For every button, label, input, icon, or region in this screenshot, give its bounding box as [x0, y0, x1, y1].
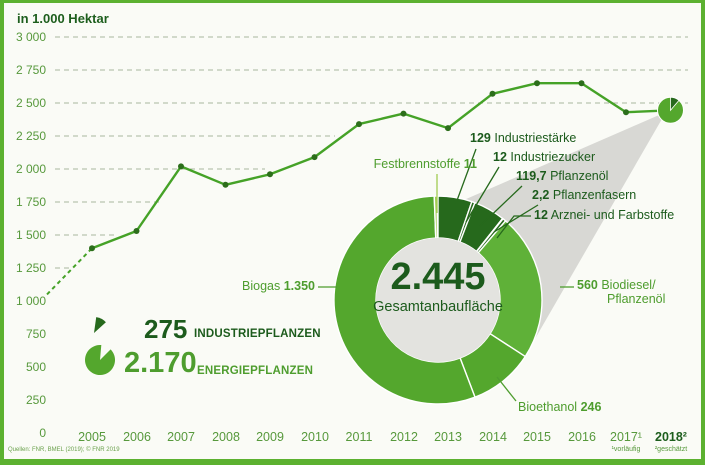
pflanzenoel-value: 119,7: [516, 169, 547, 183]
data-point-2009: [267, 171, 273, 178]
energiepflanzen-value: 2.170: [124, 347, 197, 379]
y-tick-0: 0: [39, 426, 46, 440]
industriepflanzen-wedge-icon: [94, 317, 106, 333]
y-axis-unit-label: in 1.000 Hektar: [17, 11, 109, 26]
line-series: [91, 81, 671, 250]
industriestaerke-value: 129: [470, 131, 491, 145]
donut-center-circle: [376, 238, 500, 362]
label-pflanzenoel: 119,7 Pflanzenöl: [516, 169, 608, 183]
label-industriezucker: 12 Industriezucker: [493, 150, 595, 164]
x-label-2008: 2008: [212, 430, 240, 444]
leader-line: [451, 148, 477, 215]
x-label-2012: 2012: [390, 430, 418, 444]
x-label-2010: 2010: [301, 430, 329, 444]
leader-line: [496, 376, 517, 402]
y-tick-1750: 1 750: [15, 195, 46, 209]
bioethanol-value: 246: [580, 400, 602, 414]
data-point-2007: [178, 163, 184, 170]
data-point-2012: [400, 110, 407, 117]
industriestaerke-name: Industriestärke: [494, 131, 577, 145]
y-tick-2500: 2 500: [15, 96, 46, 110]
data-point-2006: [133, 228, 140, 234]
leader-line: [465, 166, 500, 223]
y-tick-250: 250: [25, 393, 46, 407]
y-tick-2000: 2 000: [15, 162, 46, 176]
y-tick-1250: 1 250: [15, 261, 46, 275]
biogas-value: 1.350: [283, 279, 315, 293]
data-point-2010: [311, 154, 318, 161]
biodiesel-name-line1: Biodiesel/: [601, 278, 656, 292]
x-label-2013: 2013: [434, 430, 462, 444]
label-biodiesel: 560 Biodiesel/ Pflanzenöl: [577, 278, 665, 307]
biodiesel-value: 560: [577, 278, 598, 292]
pflanzenoel-name: Pflanzenöl: [550, 169, 609, 183]
bioethanol-name: Bioethanol: [518, 400, 578, 414]
industriepflanzen-value: 275: [144, 314, 188, 344]
data-point-2014: [489, 90, 496, 97]
source-note: Quellen: FNR, BMEL (2019); © FNR 2019: [8, 447, 120, 453]
y-tick-2750: 2 750: [15, 63, 46, 77]
x-label-2011: 2011: [345, 430, 373, 444]
leader-line: [493, 204, 539, 233]
donut-total-label: Gesamtanbaufläche: [373, 299, 503, 315]
y-tick-500: 500: [25, 360, 46, 374]
data-point-2005: [89, 245, 95, 252]
energiepflanzen-pie-icon: [85, 345, 116, 376]
donut-total-value: 2.445: [390, 256, 486, 298]
energiepflanzen-label: ENERGIEPFLANZEN: [197, 365, 314, 377]
label-arznei-farbstoffe: 12 Arznei- und Farbstoffe: [534, 208, 674, 222]
festbrennstoffe-name: Festbrennstoffe: [373, 157, 461, 171]
industriepflanzen-label: INDUSTRIEPFLANZEN: [194, 328, 321, 340]
biodiesel-name-line2: Pflanzenöl: [607, 292, 666, 307]
x-label-2014: 2014: [479, 430, 507, 444]
label-biogas: Biogas 1.350: [230, 279, 315, 293]
x-label-2005: 2005: [78, 430, 106, 444]
data-point-2015: [534, 80, 540, 87]
y-tick-3000: 3 000: [15, 30, 46, 44]
label-festbrennstoffe: Festbrennstoffe 11: [355, 157, 477, 171]
x-label-2018: 2018²: [655, 430, 687, 444]
leader-line: [496, 215, 531, 239]
y-tick-750: 750: [25, 327, 46, 341]
x-label-2015: 2015: [523, 430, 551, 444]
footnote-2018: ²geschätzt: [654, 446, 688, 453]
arznei-name: Arznei- und Farbstoffe: [550, 208, 675, 222]
data-point-2008: [222, 181, 229, 188]
data-point-2011: [356, 121, 362, 128]
data-point-2017: [623, 109, 629, 116]
arznei-value: 12: [534, 208, 548, 222]
pflanzenfasern-name: Pflanzenfasern: [552, 188, 637, 202]
label-industriestaerke: 129 Industriestärke: [470, 131, 576, 145]
x-label-2016: 2016: [568, 430, 596, 444]
y-tick-2250: 2 250: [15, 129, 46, 143]
label-pflanzenfasern: 2,2 Pflanzenfasern: [532, 188, 636, 202]
industriezucker-value: 12: [493, 150, 507, 164]
footnote-2017: ¹vorläufig: [611, 446, 641, 453]
line-lead-in: [46, 247, 93, 296]
festbrennstoffe-value: 11: [463, 157, 477, 171]
x-label-2007: 2007: [167, 430, 195, 444]
label-bioethanol: Bioethanol 246: [518, 400, 601, 414]
x-label-2017: 2017¹: [610, 430, 642, 444]
data-point-2016: [578, 80, 585, 87]
y-tick-1500: 1 500: [15, 228, 46, 242]
pflanzenfasern-value: 2,2: [532, 188, 550, 202]
data-point-2013: [445, 125, 451, 132]
biogas-name: Biogas: [242, 279, 281, 293]
y-tick-1000: 1 000: [15, 294, 46, 308]
mini-pie-2018-marker: [657, 96, 684, 124]
industriezucker-name: Industriezucker: [510, 150, 596, 164]
leader-line: [478, 185, 523, 228]
x-label-2006: 2006: [123, 430, 151, 444]
x-label-2009: 2009: [256, 430, 284, 444]
